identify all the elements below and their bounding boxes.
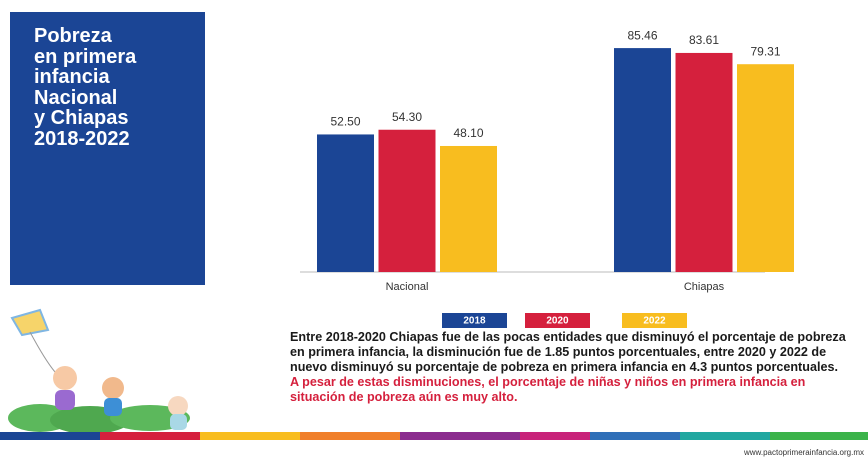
value-label: 79.31 [750, 44, 780, 58]
value-label: 85.46 [627, 28, 657, 42]
bar [614, 48, 671, 272]
bar [737, 64, 794, 272]
paragraph-highlight: A pesar de estas disminuciones, el porce… [290, 375, 860, 405]
value-label: 52.50 [330, 115, 360, 129]
value-label: 54.30 [392, 110, 422, 124]
bar [676, 53, 733, 272]
footer-url: www.pactoprimerainfancia.org.mx [744, 448, 864, 457]
description: Entre 2018-2020 Chiapas fue de las pocas… [290, 330, 860, 405]
value-label: 48.10 [453, 126, 483, 140]
value-label: 83.61 [689, 33, 719, 47]
x-tick-label: Chiapas [684, 281, 725, 293]
illustration [8, 310, 190, 434]
legend-label: 2022 [643, 316, 666, 327]
paragraph: Entre 2018-2020 Chiapas fue de las pocas… [290, 330, 860, 375]
bar [317, 134, 374, 272]
bar [440, 146, 497, 272]
slide: Pobrezaen primerainfanciaNacionaly Chiap… [0, 0, 868, 462]
bar [379, 130, 436, 272]
legend-label: 2018 [463, 316, 486, 327]
legend-label: 2020 [546, 316, 569, 327]
x-tick-label: Nacional [386, 281, 429, 293]
color-stripe [0, 432, 868, 440]
